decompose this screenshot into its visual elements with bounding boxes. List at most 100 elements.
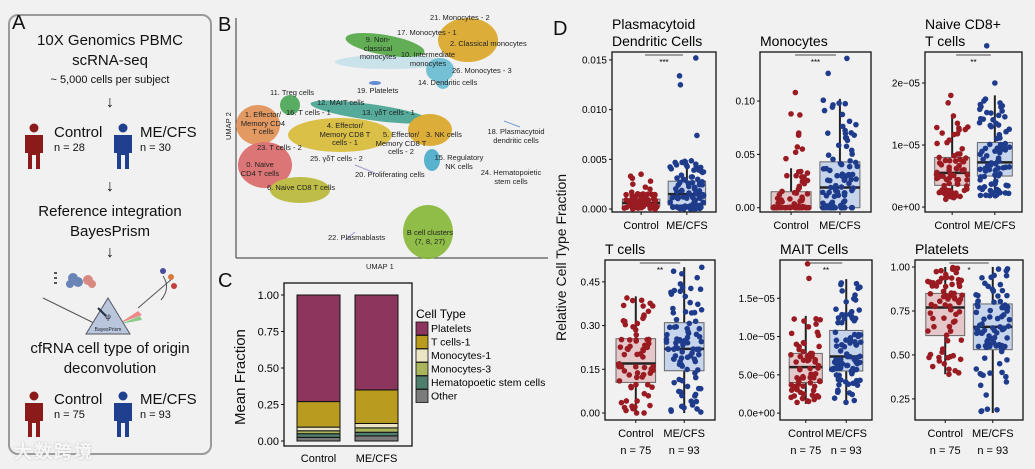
case-point <box>670 305 676 312</box>
control-outlier-point <box>642 184 649 190</box>
case-point <box>831 395 838 401</box>
case-point <box>977 192 984 199</box>
svg-text:φ: φ <box>105 312 111 321</box>
case-point <box>673 194 680 201</box>
n-label: n = 75 <box>620 445 651 457</box>
case-point <box>696 325 703 332</box>
cohort1-control-label: Control <box>54 124 103 141</box>
case-point <box>833 337 840 344</box>
control-point <box>801 318 807 324</box>
x-tick-label: Control <box>773 220 808 232</box>
case-point <box>670 310 677 316</box>
cohort2-control-n: n = 75 <box>54 409 85 421</box>
control-point <box>804 398 811 404</box>
case-point <box>976 106 983 113</box>
control-point <box>652 198 659 204</box>
case-point <box>682 293 689 300</box>
legend-label: Platelets <box>431 323 471 335</box>
control-point <box>950 113 957 119</box>
cohort2-control-label: Control <box>54 391 103 408</box>
control-point <box>942 196 949 203</box>
control-point <box>940 288 947 295</box>
case-point <box>834 172 840 179</box>
case-point <box>975 292 981 299</box>
case-point <box>977 382 984 389</box>
case-point <box>667 199 673 206</box>
arrow-1: ↓ <box>106 94 114 111</box>
y-tick-label: 0.50 <box>258 363 279 375</box>
control-point <box>929 363 936 370</box>
case-point <box>855 331 862 338</box>
control-point <box>624 295 630 301</box>
umap-cluster-label: 17. Monocytes - 1 <box>397 28 457 37</box>
case-point <box>991 272 997 279</box>
case-point <box>852 297 859 303</box>
case-point <box>977 174 984 180</box>
control-point <box>807 365 813 372</box>
control-point <box>621 404 628 411</box>
step1-subtitle: scRNA-seq <box>72 52 148 69</box>
umap-plot <box>235 18 548 259</box>
y-tick-label: 1.00 <box>258 290 279 302</box>
panel-label-b: B <box>218 14 232 36</box>
x-tick-label: ME/CFS <box>819 220 861 232</box>
control-point <box>946 323 953 330</box>
umap-cluster-label: 11. Treg cells <box>270 88 315 97</box>
case-point <box>835 319 841 326</box>
control-point <box>786 204 793 211</box>
case-point <box>984 109 990 116</box>
case-point <box>995 112 1002 119</box>
control-point <box>791 393 798 399</box>
case-point <box>999 369 1005 376</box>
case-point <box>685 330 692 337</box>
case-point <box>834 188 841 195</box>
case-point <box>837 202 844 209</box>
case-point <box>851 397 858 404</box>
case-point <box>678 172 685 178</box>
case-point <box>687 299 693 306</box>
control-point <box>946 164 953 171</box>
x-tick-label: ME/CFS <box>974 220 1016 232</box>
case-point <box>833 306 839 312</box>
case-point <box>698 307 705 313</box>
case-point <box>987 141 993 148</box>
case-point <box>680 194 687 200</box>
umap-cluster-label: 6. Naive CD8 T cells <box>267 183 336 192</box>
control-point <box>946 157 953 164</box>
bar-segment-t-cells-1 <box>354 389 399 424</box>
boxplot-frame <box>779 259 873 421</box>
control-point <box>938 275 945 282</box>
control-point <box>633 337 640 344</box>
case-point <box>691 167 697 173</box>
control-point <box>958 277 965 284</box>
person-icon-control-2 <box>25 391 43 437</box>
case-point <box>999 287 1006 294</box>
control-point <box>928 301 935 308</box>
case-point <box>689 350 695 356</box>
panel-label-a: A <box>12 12 26 34</box>
case-point <box>852 159 859 166</box>
case-point <box>982 280 988 287</box>
control-point <box>925 328 931 334</box>
panel-label-c: C <box>218 270 233 292</box>
case-point <box>1004 265 1011 272</box>
case-point <box>685 180 691 186</box>
umap-cluster-label: 5. Effector/ Memory CD8 T cells - 2 <box>375 130 427 156</box>
case-point <box>978 408 985 414</box>
control-point <box>942 186 948 193</box>
case-point <box>842 100 849 107</box>
case-point <box>849 151 855 157</box>
case-point <box>686 191 692 198</box>
control-point <box>946 187 953 194</box>
control-point <box>645 308 652 315</box>
case-point <box>667 164 673 170</box>
control-point <box>957 296 964 303</box>
panel-a-workflow-box <box>8 14 212 455</box>
control-point <box>960 167 967 173</box>
case-point <box>825 152 832 158</box>
case-point <box>665 346 672 353</box>
case-point <box>694 274 701 281</box>
control-outlier-point <box>948 92 954 99</box>
person-icon-control <box>25 123 43 169</box>
boxplot-title: T cells <box>925 33 965 49</box>
